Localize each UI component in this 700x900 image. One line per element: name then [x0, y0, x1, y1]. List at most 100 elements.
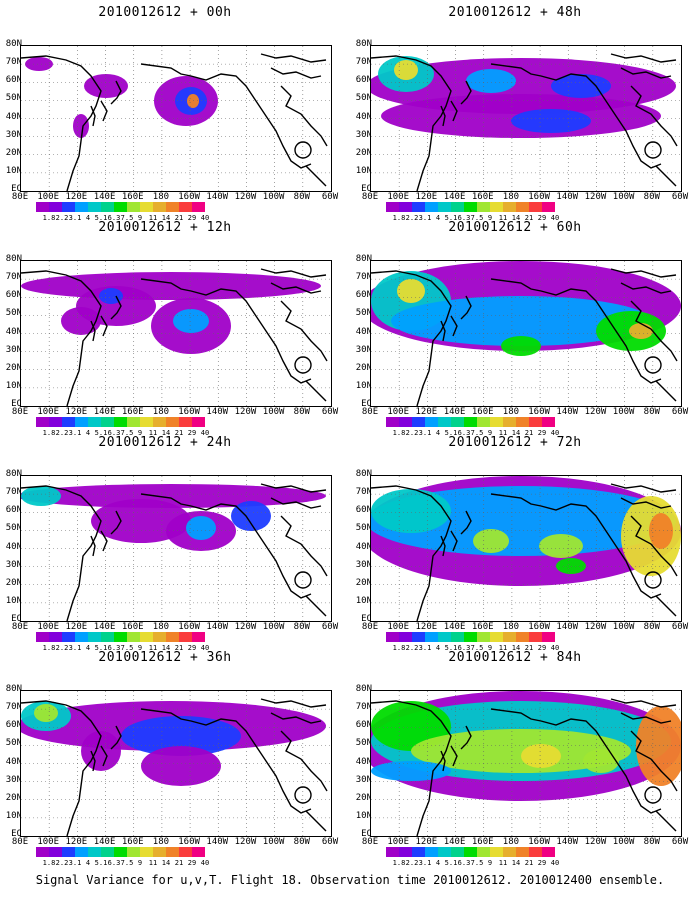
colorbar-label: 29	[537, 644, 547, 652]
colorbar-label: 29	[537, 429, 547, 437]
longitude-label: 180	[152, 192, 170, 202]
colorbar-label: 6.3	[457, 214, 471, 222]
colorbar-label: 11	[498, 644, 508, 652]
latitude-label: 50N	[355, 308, 372, 319]
longitude-label: 100W	[262, 622, 285, 632]
longitude-label: 180	[152, 837, 170, 847]
colorbar-label: 9	[487, 429, 493, 437]
latitude-label: 40N	[355, 326, 372, 337]
colorbar-label: 40	[550, 859, 560, 867]
colorbar-swatch	[425, 202, 438, 212]
colorbar-label: 21	[174, 214, 184, 222]
variance-field	[21, 701, 326, 786]
longitude-label: 140W	[556, 837, 579, 847]
longitude-label: 100W	[612, 192, 635, 202]
latitude-label: 50N	[355, 523, 372, 534]
latitude-label: 80N	[5, 254, 22, 264]
colorbar-swatch	[166, 847, 179, 857]
colorbar-label: 9	[137, 214, 143, 222]
colorbar-swatch	[88, 632, 101, 642]
colorbar-swatch	[399, 632, 412, 642]
longitude-label: 80W	[293, 192, 310, 202]
latitude-label: 10N	[5, 380, 22, 391]
latitude-label: 20N	[355, 147, 372, 158]
coastline	[371, 698, 678, 836]
colorbar-label: 11	[148, 214, 158, 222]
map-panel: 2010012612 + 24h 80N 70N 60N 50N 40N 30N 20N 10N…	[0, 435, 338, 652]
colorbar-swatch	[542, 202, 555, 212]
longitude-label: 120E	[415, 622, 438, 632]
colorbar-swatch	[166, 417, 179, 427]
latitude-label: EQ	[361, 399, 372, 409]
coastline	[371, 53, 678, 191]
colorbar-label: 1.8	[392, 859, 406, 867]
colorbar-swatch	[114, 202, 127, 212]
colorbar-label: 9	[487, 859, 493, 867]
longitude-label: 180	[502, 837, 520, 847]
longitude-label: 140W	[206, 192, 229, 202]
latitude-label: 60N	[5, 720, 22, 731]
colorbar-swatch	[75, 847, 88, 857]
colorbar-label: 4	[85, 429, 91, 437]
colorbar-swatch	[192, 847, 205, 857]
colorbar-label: 2.2	[55, 214, 69, 222]
longitude-label: 80E	[11, 192, 29, 202]
colorbar-swatch	[153, 417, 166, 427]
colorbar-label: 29	[187, 214, 197, 222]
colorbar-label: 5.1	[444, 214, 458, 222]
colorbar-label: 6.3	[457, 859, 471, 867]
colorbar-label: 2.2	[55, 859, 69, 867]
variance-field	[371, 56, 676, 138]
longitude-label: 160E	[121, 407, 144, 417]
latitude-label: 40N	[5, 111, 22, 122]
colorbar-swatch	[464, 417, 477, 427]
latitude-label: 10N	[5, 165, 22, 176]
colorbar-label: 6.3	[107, 644, 121, 652]
latitude-label: 10N	[5, 595, 22, 606]
colorbar	[386, 202, 555, 212]
longitude-label: 120W	[584, 622, 607, 632]
longitude-label: 160W	[178, 622, 200, 632]
longitude-label: 160E	[471, 622, 494, 632]
colorbar-label: 4	[435, 429, 441, 437]
panel-title: 2010012612 + 60h	[448, 220, 582, 235]
colorbar-label: 3.1	[68, 644, 82, 652]
longitude-label: 140E	[443, 192, 466, 202]
longitude-label: 120E	[415, 192, 438, 202]
latitude-label: 60N	[355, 75, 372, 86]
colorbar-label: 29	[537, 214, 547, 222]
latitude-label: EQ	[11, 399, 22, 409]
latitude-label: 40N	[5, 756, 22, 767]
colorbar-label: 14	[511, 429, 521, 437]
longitude-label: 160E	[471, 407, 494, 417]
longitude-label: 120E	[65, 407, 88, 417]
latitude-label: 60N	[355, 720, 372, 731]
colorbar-label: 3.1	[418, 859, 432, 867]
colorbar-label: 1.8	[42, 429, 56, 437]
colorbar-label: 40	[550, 214, 560, 222]
colorbar-label: 5.1	[94, 644, 108, 652]
colorbar-label: 2.2	[405, 214, 419, 222]
latitude-label: 50N	[5, 738, 22, 749]
colorbar	[386, 417, 555, 427]
longitude-label: 100E	[387, 622, 410, 632]
colorbar-swatch	[438, 202, 451, 212]
colorbar-swatch	[75, 202, 88, 212]
longitude-label: 180	[502, 407, 520, 417]
longitude-label: 140W	[206, 407, 229, 417]
colorbar-swatch	[451, 417, 464, 427]
map-panel: 2010012612 + 48h 80N 70N 60N 50N 40N 30N 20N 10N…	[350, 5, 688, 222]
colorbar-swatch	[36, 632, 49, 642]
map-panel: 2010012612 + 00h 80N 70N 60N 50N 40N 30N 20N 10N…	[0, 5, 338, 222]
colorbar-label: 1.8	[42, 859, 56, 867]
latitude-label: 70N	[355, 57, 372, 68]
colorbar-label: 29	[187, 859, 197, 867]
colorbar-label: 11	[148, 644, 158, 652]
colorbar-label: 29	[187, 644, 197, 652]
longitude-label: 180	[502, 622, 520, 632]
colorbar-label: 5.1	[94, 214, 108, 222]
colorbar-label: 6.3	[457, 429, 471, 437]
latitude-label: 80N	[355, 469, 372, 479]
colorbar-label: 14	[511, 214, 521, 222]
longitude-label: 140W	[556, 622, 579, 632]
